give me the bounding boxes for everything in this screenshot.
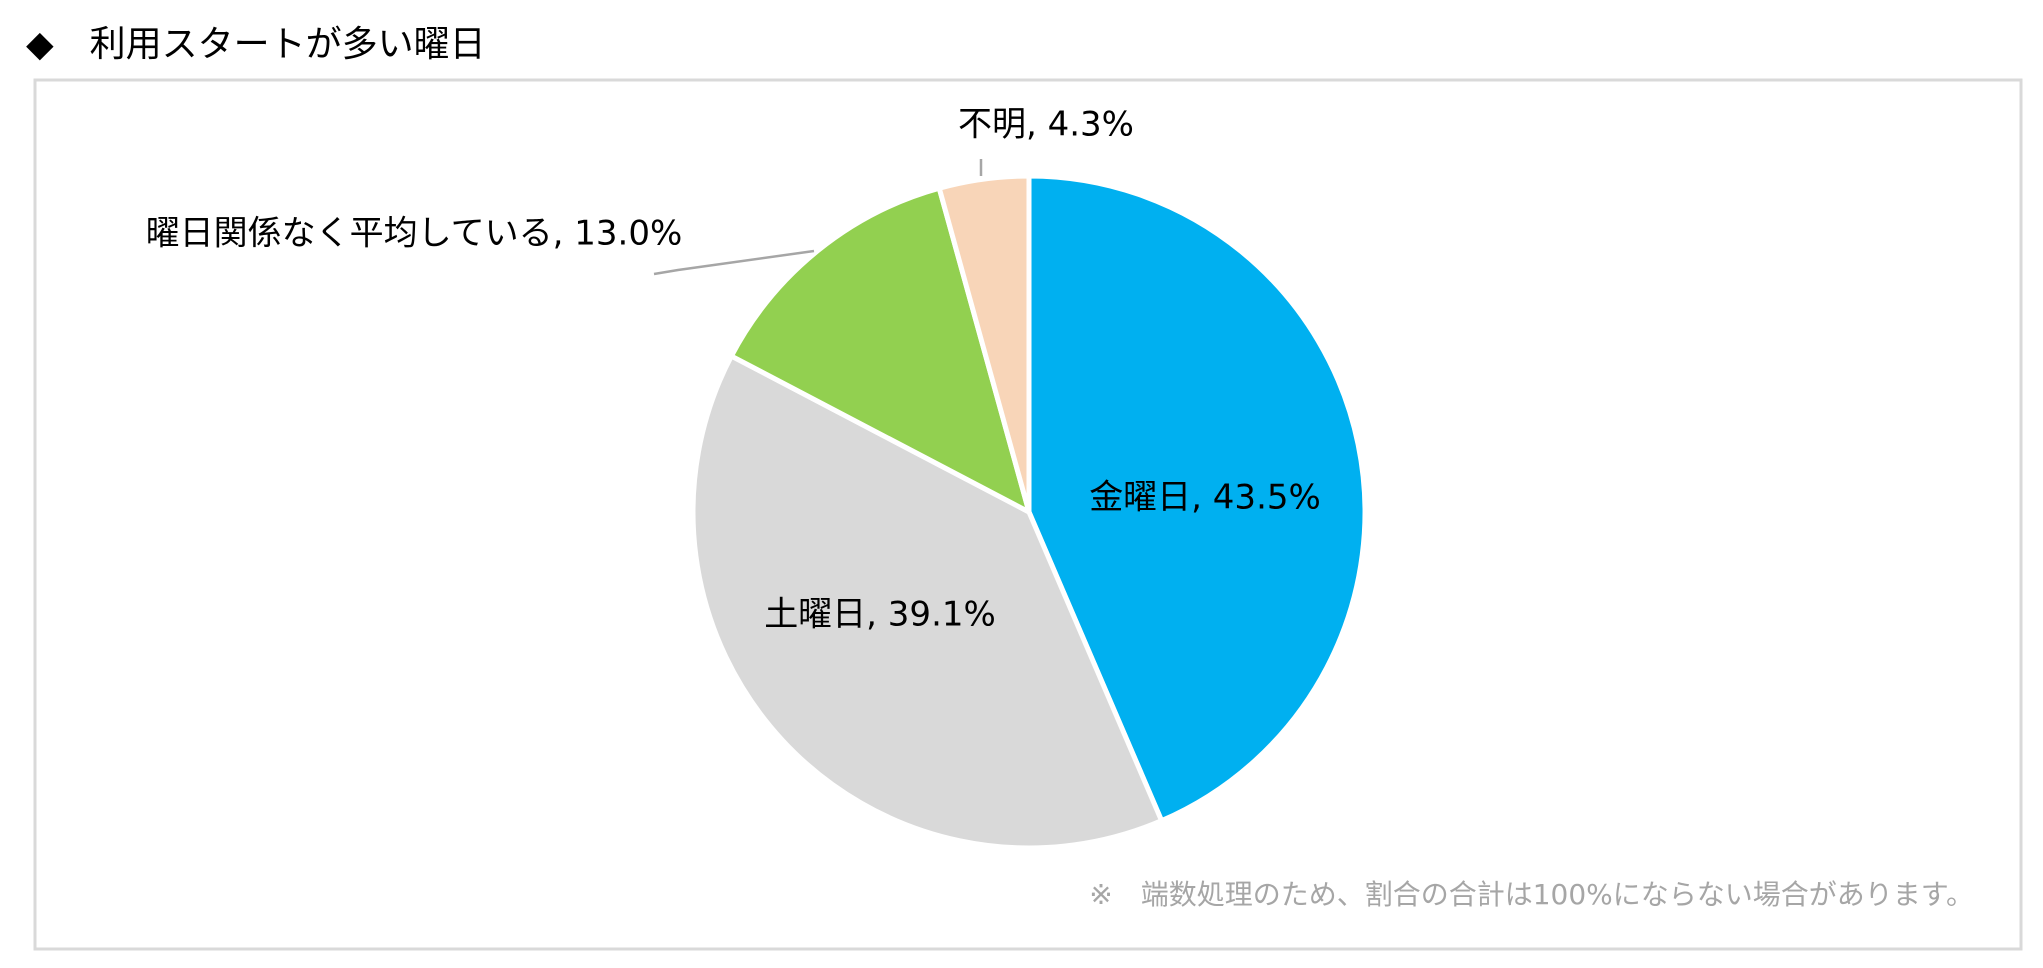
chart-title: ◆ 利用スタートが多い曜日 [26,24,486,65]
data-label: 土曜日, 39.1% [764,595,996,635]
note: ※ 端数処理のため、割合の合計は100%にならない場合があります。 [1089,878,1974,911]
leader-line [653,249,815,276]
pie-slice [1026,173,1368,825]
pie-slice [728,185,1033,517]
pie-slice [936,173,1032,513]
data-label: 曜日関係なく平均している, 13.0% [146,214,683,254]
data-label: 不明, 4.3% [958,105,1134,145]
pie-slice [690,352,1165,851]
data-label: 金曜日, 43.5% [1089,478,1321,518]
